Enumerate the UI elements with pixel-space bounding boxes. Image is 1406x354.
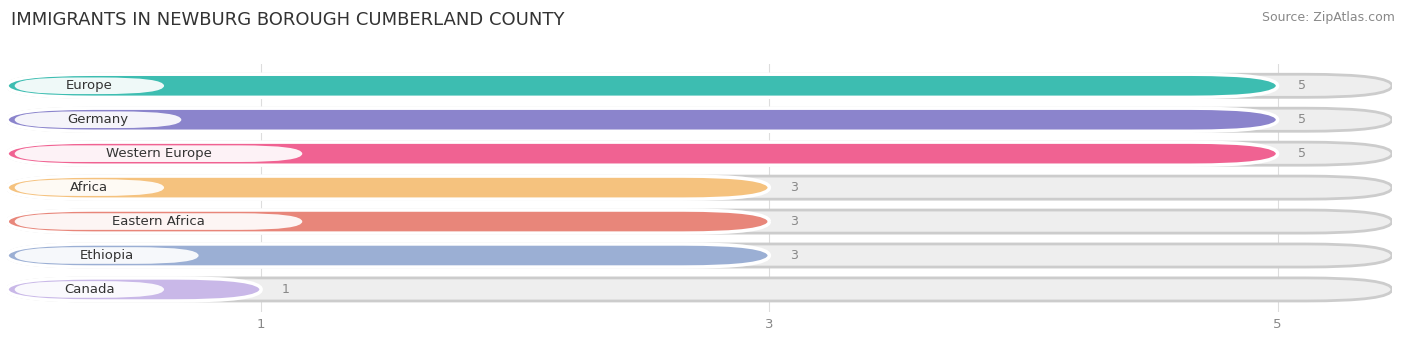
FancyBboxPatch shape [7, 244, 769, 267]
Text: Source: ZipAtlas.com: Source: ZipAtlas.com [1261, 11, 1395, 24]
FancyBboxPatch shape [7, 142, 1392, 165]
Text: 3: 3 [790, 181, 797, 194]
Text: Ethiopia: Ethiopia [80, 249, 134, 262]
Text: Western Europe: Western Europe [105, 147, 211, 160]
Text: Eastern Africa: Eastern Africa [112, 215, 205, 228]
FancyBboxPatch shape [7, 74, 1278, 97]
FancyBboxPatch shape [14, 213, 302, 230]
FancyBboxPatch shape [7, 244, 1392, 267]
FancyBboxPatch shape [7, 278, 262, 301]
FancyBboxPatch shape [14, 179, 165, 196]
FancyBboxPatch shape [7, 142, 1278, 165]
Text: 5: 5 [1298, 79, 1306, 92]
Text: IMMIGRANTS IN NEWBURG BOROUGH CUMBERLAND COUNTY: IMMIGRANTS IN NEWBURG BOROUGH CUMBERLAND… [11, 11, 565, 29]
FancyBboxPatch shape [7, 278, 1392, 301]
FancyBboxPatch shape [7, 210, 1392, 233]
Text: Germany: Germany [67, 113, 128, 126]
Text: Europe: Europe [66, 79, 112, 92]
FancyBboxPatch shape [7, 176, 1392, 199]
FancyBboxPatch shape [7, 74, 1392, 97]
FancyBboxPatch shape [14, 145, 302, 162]
FancyBboxPatch shape [14, 112, 181, 128]
FancyBboxPatch shape [7, 176, 769, 199]
FancyBboxPatch shape [14, 247, 198, 264]
FancyBboxPatch shape [7, 210, 769, 233]
FancyBboxPatch shape [14, 78, 165, 94]
Text: 3: 3 [790, 215, 797, 228]
FancyBboxPatch shape [7, 108, 1278, 131]
FancyBboxPatch shape [14, 281, 165, 298]
Text: Canada: Canada [65, 283, 115, 296]
Text: 3: 3 [790, 249, 797, 262]
Text: 5: 5 [1298, 147, 1306, 160]
Text: 5: 5 [1298, 113, 1306, 126]
Text: 1: 1 [281, 283, 290, 296]
FancyBboxPatch shape [7, 108, 1392, 131]
Text: Africa: Africa [70, 181, 108, 194]
